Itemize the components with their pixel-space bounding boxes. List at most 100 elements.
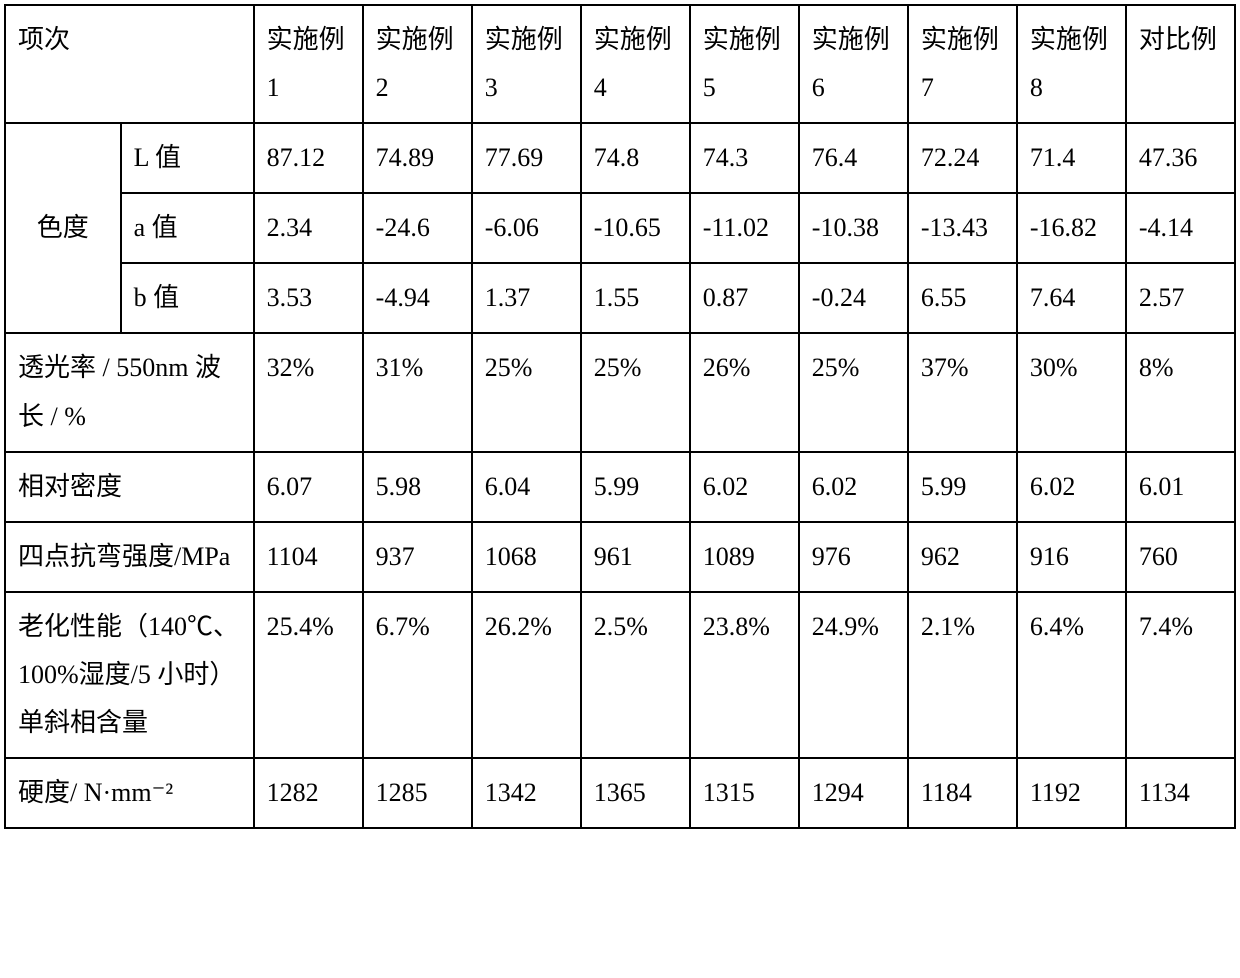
table-row: a 值 2.34 -24.6 -6.06 -10.65 -11.02 -10.3… [5, 193, 1235, 263]
table-header-row: 项次 实施例 1 实施例 2 实施例 3 实施例 4 实施例 5 实施例 6 实… [5, 5, 1235, 123]
cell: 8% [1126, 333, 1235, 451]
cell: 74.89 [363, 123, 472, 193]
cell: 6.4% [1017, 592, 1126, 758]
cell: 6.7% [363, 592, 472, 758]
cell: 760 [1126, 522, 1235, 592]
cell: 1104 [254, 522, 363, 592]
chroma-a-label: a 值 [121, 193, 254, 263]
chroma-group-label: 色度 [5, 123, 121, 333]
hardness-label: 硬度/ N·mm⁻² [5, 758, 254, 828]
cell: -4.94 [363, 263, 472, 333]
chroma-l-label: L 值 [121, 123, 254, 193]
table-row: b 值 3.53 -4.94 1.37 1.55 0.87 -0.24 6.55… [5, 263, 1235, 333]
cell: -4.14 [1126, 193, 1235, 263]
cell: 976 [799, 522, 908, 592]
cell: 937 [363, 522, 472, 592]
header-col-4: 实施例 4 [581, 5, 690, 123]
cell: 1184 [908, 758, 1017, 828]
cell: 6.55 [908, 263, 1017, 333]
cell: 2.34 [254, 193, 363, 263]
table-row: 四点抗弯强度/MPa 1104 937 1068 961 1089 976 96… [5, 522, 1235, 592]
cell: 6.02 [690, 452, 799, 522]
cell: 916 [1017, 522, 1126, 592]
cell: 25% [472, 333, 581, 451]
density-label: 相对密度 [5, 452, 254, 522]
cell: 1365 [581, 758, 690, 828]
header-col-7: 实施例 7 [908, 5, 1017, 123]
cell: -11.02 [690, 193, 799, 263]
cell: 74.8 [581, 123, 690, 193]
header-col-1: 实施例 1 [254, 5, 363, 123]
header-col-5: 实施例 5 [690, 5, 799, 123]
cell: 26.2% [472, 592, 581, 758]
cell: 1192 [1017, 758, 1126, 828]
cell: 23.8% [690, 592, 799, 758]
cell: 1282 [254, 758, 363, 828]
cell: 71.4 [1017, 123, 1126, 193]
cell: 962 [908, 522, 1017, 592]
table-row: 老化性能（140℃、100%湿度/5 小时）单斜相含量 25.4% 6.7% 2… [5, 592, 1235, 758]
chroma-b-label: b 值 [121, 263, 254, 333]
cell: 37% [908, 333, 1017, 451]
cell: 0.87 [690, 263, 799, 333]
cell: 1285 [363, 758, 472, 828]
header-item-label: 项次 [5, 5, 254, 123]
cell: 1.55 [581, 263, 690, 333]
cell: 25.4% [254, 592, 363, 758]
cell: -10.38 [799, 193, 908, 263]
cell: 1342 [472, 758, 581, 828]
cell: 6.02 [1017, 452, 1126, 522]
cell: 2.5% [581, 592, 690, 758]
cell: 1315 [690, 758, 799, 828]
cell: 30% [1017, 333, 1126, 451]
header-col-9: 对比例 [1126, 5, 1235, 123]
cell: 1134 [1126, 758, 1235, 828]
cell: 7.64 [1017, 263, 1126, 333]
cell: 47.36 [1126, 123, 1235, 193]
cell: -6.06 [472, 193, 581, 263]
transmittance-label: 透光率 / 550nm 波长 / % [5, 333, 254, 451]
table-row: 透光率 / 550nm 波长 / % 32% 31% 25% 25% 26% 2… [5, 333, 1235, 451]
cell: 2.1% [908, 592, 1017, 758]
aging-label: 老化性能（140℃、100%湿度/5 小时）单斜相含量 [5, 592, 254, 758]
cell: 5.99 [581, 452, 690, 522]
header-col-2: 实施例 2 [363, 5, 472, 123]
cell: 1089 [690, 522, 799, 592]
cell: 6.01 [1126, 452, 1235, 522]
cell: 2.57 [1126, 263, 1235, 333]
bending-strength-label: 四点抗弯强度/MPa [5, 522, 254, 592]
cell: 1068 [472, 522, 581, 592]
cell: 5.98 [363, 452, 472, 522]
table-row: 色度 L 值 87.12 74.89 77.69 74.8 74.3 76.4 … [5, 123, 1235, 193]
cell: 87.12 [254, 123, 363, 193]
cell: 25% [581, 333, 690, 451]
header-col-3: 实施例 3 [472, 5, 581, 123]
cell: 32% [254, 333, 363, 451]
cell: 3.53 [254, 263, 363, 333]
table-row: 相对密度 6.07 5.98 6.04 5.99 6.02 6.02 5.99 … [5, 452, 1235, 522]
cell: 26% [690, 333, 799, 451]
data-table: 项次 实施例 1 实施例 2 实施例 3 实施例 4 实施例 5 实施例 6 实… [4, 4, 1236, 829]
cell: 24.9% [799, 592, 908, 758]
cell: 1.37 [472, 263, 581, 333]
cell: -10.65 [581, 193, 690, 263]
cell: 5.99 [908, 452, 1017, 522]
cell: 31% [363, 333, 472, 451]
cell: 25% [799, 333, 908, 451]
cell: -24.6 [363, 193, 472, 263]
cell: 72.24 [908, 123, 1017, 193]
cell: -0.24 [799, 263, 908, 333]
cell: 6.02 [799, 452, 908, 522]
cell: 961 [581, 522, 690, 592]
cell: 7.4% [1126, 592, 1235, 758]
table-row: 硬度/ N·mm⁻² 1282 1285 1342 1365 1315 1294… [5, 758, 1235, 828]
cell: 74.3 [690, 123, 799, 193]
cell: 6.04 [472, 452, 581, 522]
cell: -13.43 [908, 193, 1017, 263]
header-col-8: 实施例 8 [1017, 5, 1126, 123]
cell: 6.07 [254, 452, 363, 522]
cell: -16.82 [1017, 193, 1126, 263]
header-col-6: 实施例 6 [799, 5, 908, 123]
cell: 77.69 [472, 123, 581, 193]
cell: 76.4 [799, 123, 908, 193]
